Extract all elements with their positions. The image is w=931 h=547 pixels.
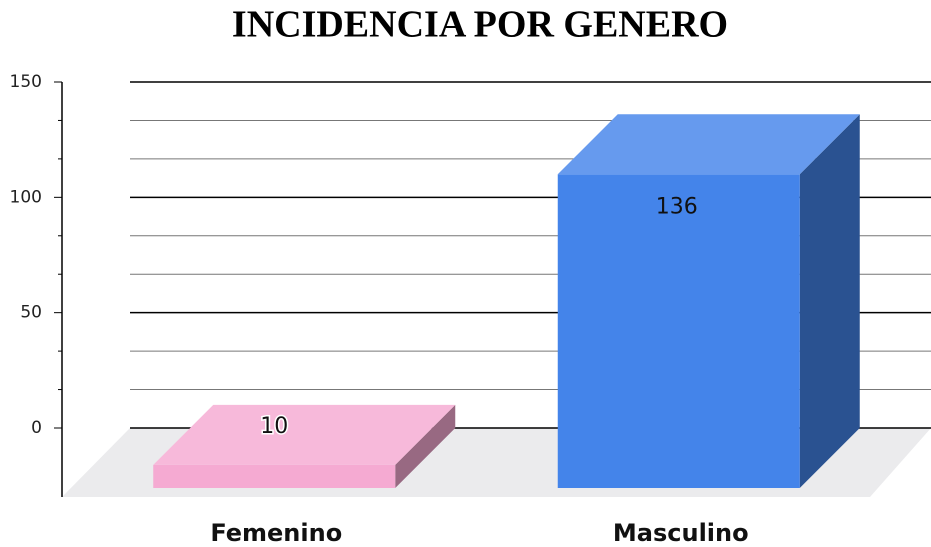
- bar: [557, 174, 800, 488]
- x-tick-label: Masculino: [613, 519, 749, 547]
- bar-side: [395, 404, 456, 488]
- y-tick-label: 100: [10, 187, 42, 207]
- bar-side: [799, 114, 860, 488]
- y-tick-label: 150: [10, 72, 42, 92]
- bar-top: [557, 114, 860, 175]
- bar-top: [153, 404, 456, 465]
- y-tick-label: 50: [20, 303, 42, 323]
- y-tick-label: 0: [31, 418, 42, 438]
- x-tick-label: Femenino: [210, 519, 342, 547]
- value-label: 136: [656, 194, 698, 219]
- bars: 10 Femenino 136 Masculino: [153, 114, 860, 547]
- bar: [153, 464, 396, 488]
- chart-title: INCIDENCIA POR GENERO: [232, 4, 728, 46]
- value-label: 10: [260, 414, 288, 439]
